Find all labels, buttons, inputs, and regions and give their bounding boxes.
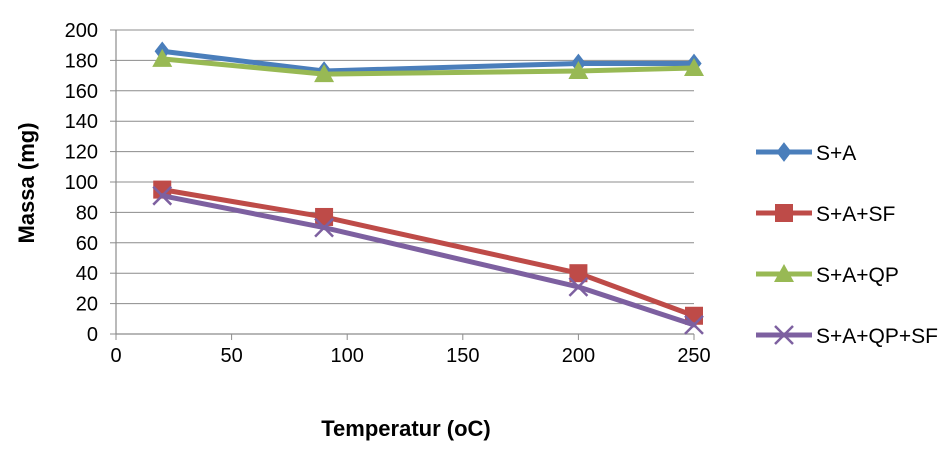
series-line-s-a-qp-sf	[159, 193, 697, 328]
x-tick-label: 200	[562, 345, 595, 367]
x-marker-stroke	[774, 325, 794, 345]
data-point-s-a-qp-sf	[314, 217, 334, 238]
y-tick-label: 60	[76, 233, 98, 255]
data-point-s-a-sf	[315, 207, 334, 226]
y-tick-label: 100	[65, 172, 98, 194]
legend: S+A S+A+SF S+A+QP S+A+QP+SF	[756, 142, 938, 348]
y-tick-label: 180	[65, 50, 98, 72]
y-tick-label: 0	[87, 324, 98, 346]
legend-swatch-marker	[774, 264, 794, 282]
y-tick-label: 20	[76, 294, 98, 316]
x-tick-label: 250	[677, 345, 710, 367]
axes	[110, 29, 695, 340]
series-line-s-a	[159, 48, 697, 74]
legend-label: S+A	[816, 142, 856, 165]
data-point-s-a-qp-sf	[152, 185, 173, 206]
x-marker-stroke	[152, 185, 173, 206]
legend-swatch-marker	[776, 142, 792, 162]
data-point-s-a-qp	[152, 48, 173, 67]
data-point-s-a-sf	[569, 264, 588, 283]
x-tick-label: 0	[110, 345, 121, 367]
series-line-s-a-sf	[159, 187, 697, 319]
x-marker-stroke	[314, 217, 334, 238]
x-axis-title: Temperatur (oC)	[321, 416, 491, 441]
x-tick-label: 50	[220, 345, 242, 367]
series-line-s-a-qp	[159, 56, 697, 77]
legend-swatch-marker	[775, 204, 793, 222]
y-tick-label: 80	[76, 202, 98, 224]
x-tick-labels: 0 50 100 150 200 250	[110, 345, 710, 367]
legend-label: S+A+SF	[816, 203, 895, 226]
x-tick-label: 150	[446, 345, 479, 367]
data-point-s-a-qp	[568, 61, 589, 80]
data-point-s-a-qp	[314, 64, 335, 83]
data-point-s-a-qp-sf	[568, 276, 589, 297]
legend-label: S+A+QP	[816, 264, 899, 287]
y-tick-label: 160	[65, 81, 98, 103]
data-point-s-a-qp	[684, 58, 704, 76]
legend-item-s-a-qp-sf: S+A+QP+SF	[756, 325, 938, 348]
data-point-s-a-qp-sf	[684, 314, 704, 335]
series-group	[152, 41, 704, 335]
legend-swatch-marker	[774, 325, 794, 345]
y-tick-labels: 0 20 40 60 80 100 120 140 160 180 200	[65, 20, 98, 346]
x-tick-label: 100	[331, 345, 364, 367]
legend-label: S+A+QP+SF	[816, 325, 938, 348]
legend-item-s-a-qp: S+A+QP	[756, 264, 899, 287]
gridlines	[116, 29, 694, 305]
x-marker-stroke	[568, 276, 589, 297]
y-tick-label: 200	[65, 20, 98, 42]
legend-item-s-a-sf: S+A+SF	[756, 203, 895, 226]
y-tick-label: 140	[65, 111, 98, 133]
y-axis-title: Massa (mg)	[14, 122, 39, 243]
x-marker-stroke	[684, 314, 704, 335]
legend-item-s-a: S+A	[756, 142, 856, 165]
y-tick-label: 120	[65, 142, 98, 164]
y-tick-label: 40	[76, 263, 98, 285]
